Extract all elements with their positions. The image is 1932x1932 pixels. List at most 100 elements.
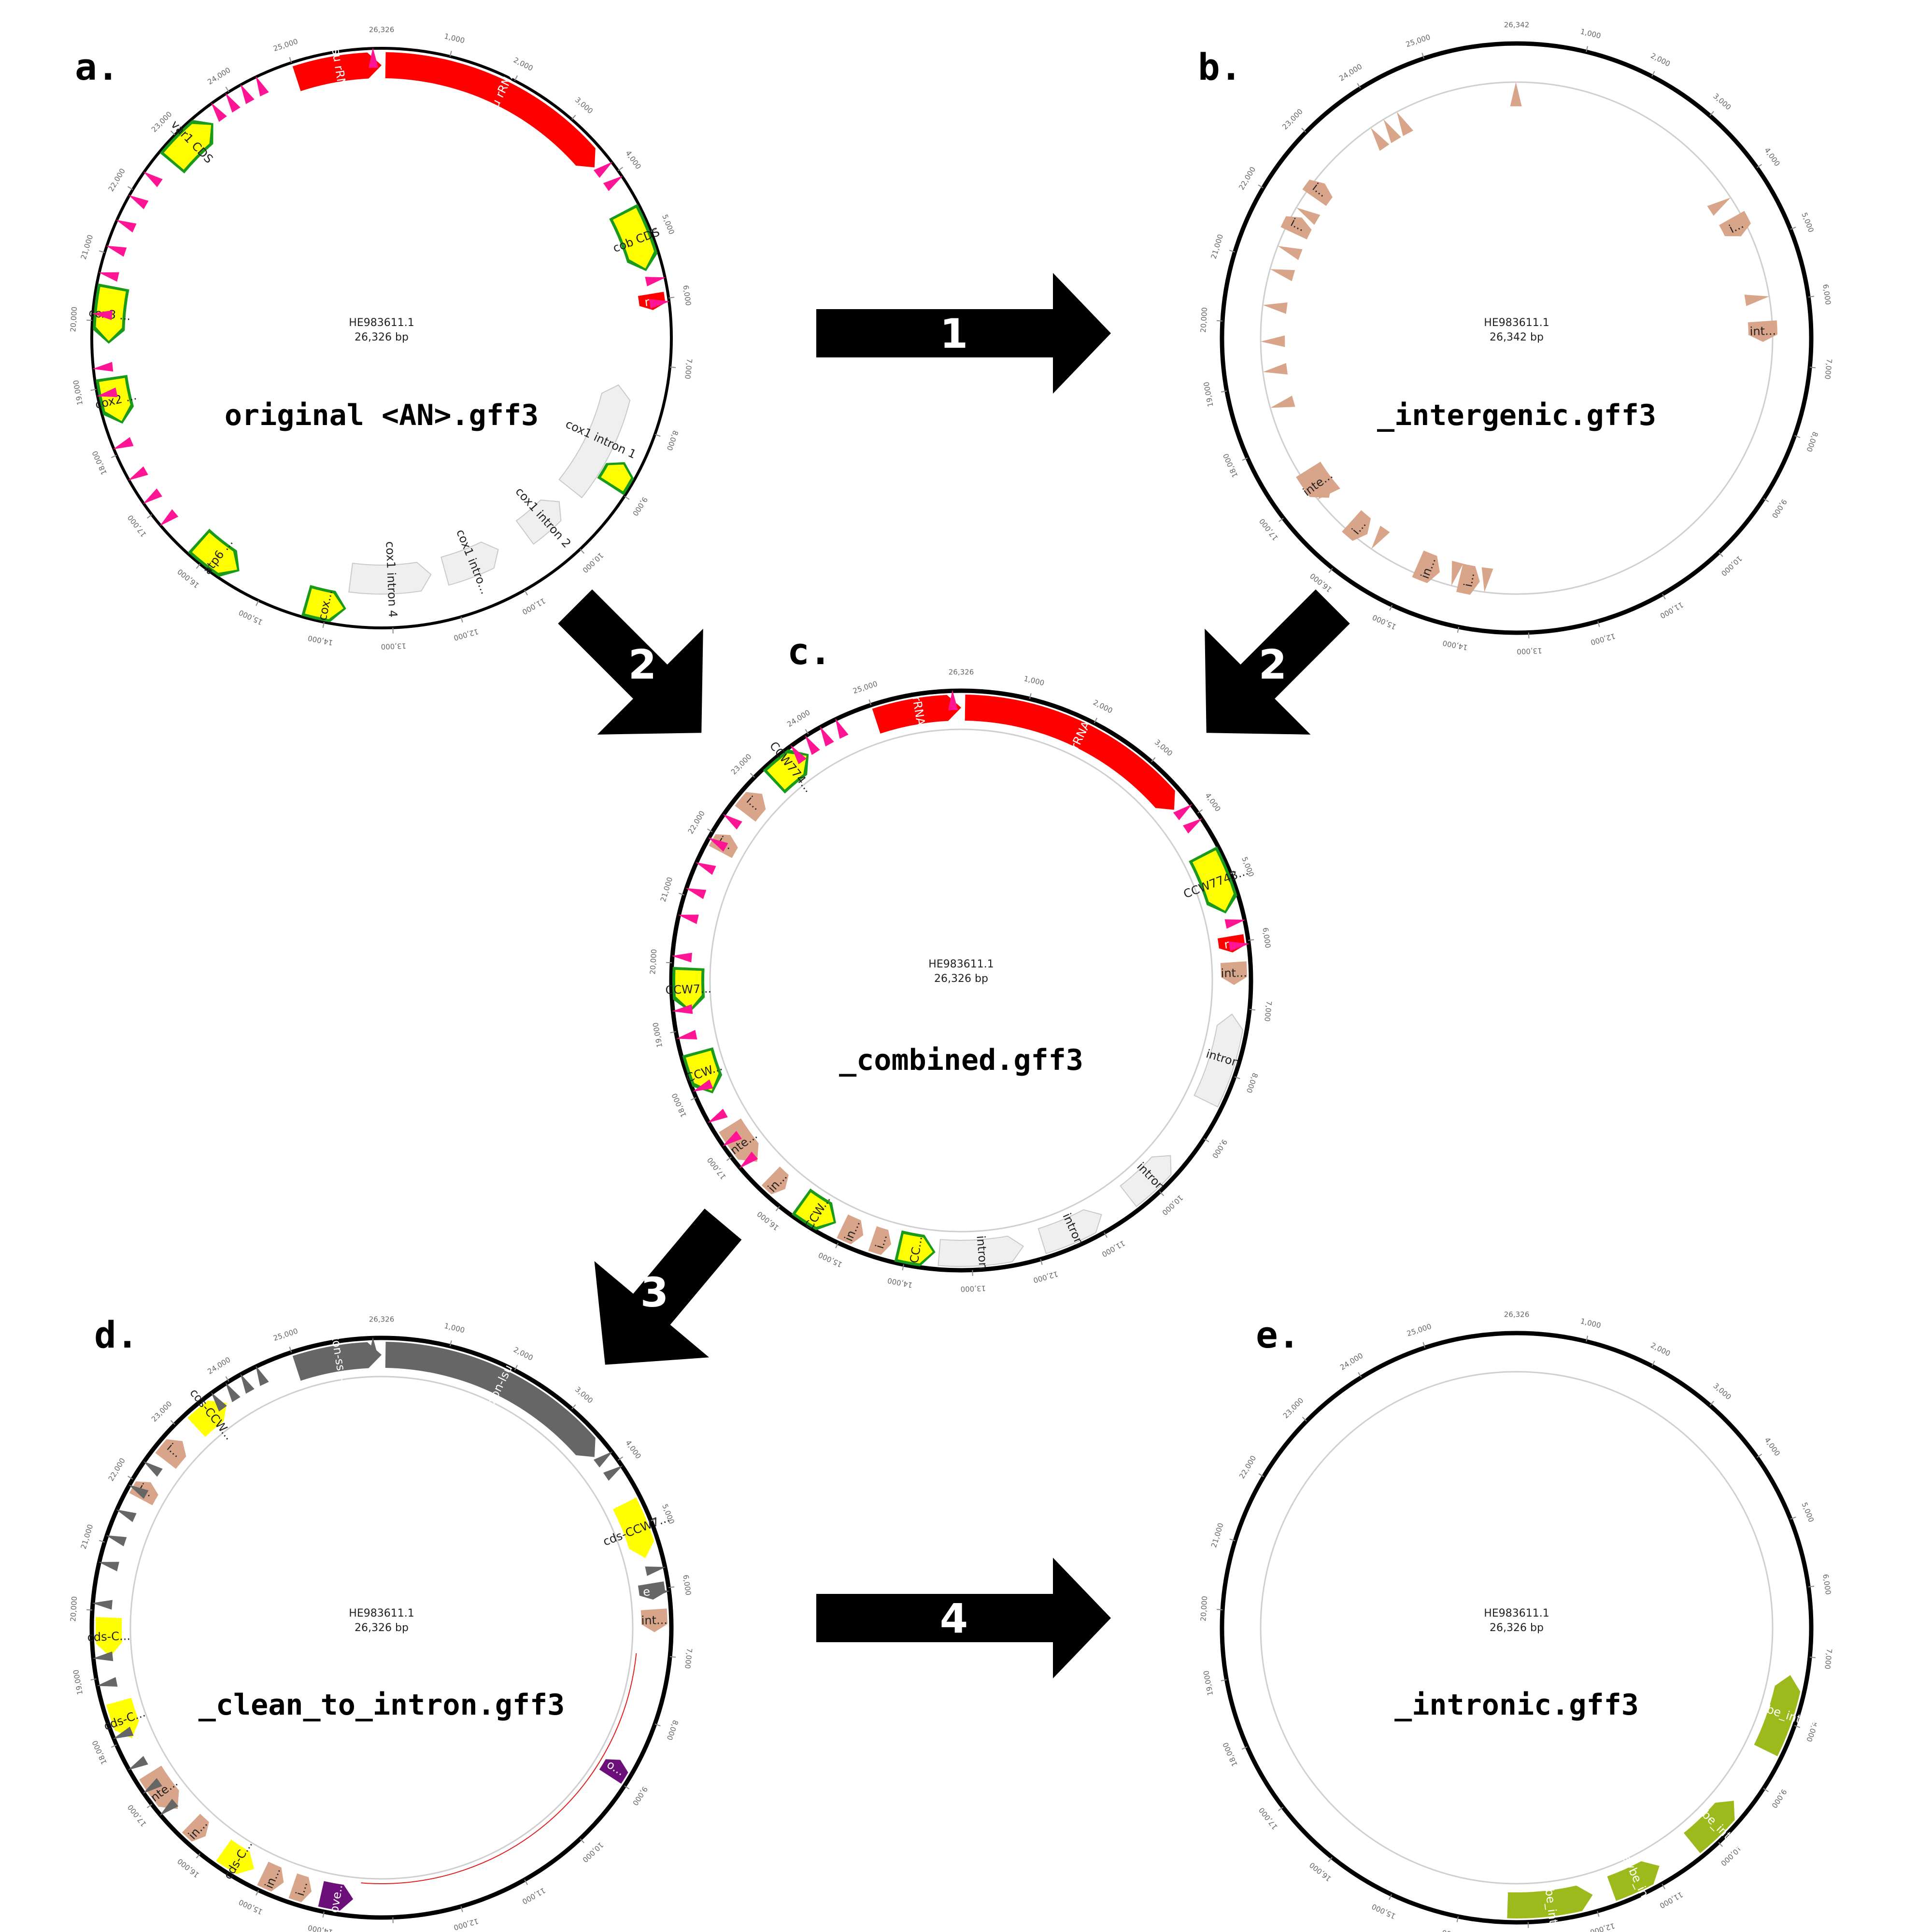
tick-label: 11,000 [521, 1886, 547, 1906]
tick-label: 2,000 [1649, 51, 1672, 69]
tick-label: 14,000 [307, 634, 334, 647]
trna-marker [92, 1600, 113, 1610]
feature-arrow [192, 532, 237, 573]
tick-mark [669, 366, 676, 369]
tick-mark [580, 549, 585, 554]
feature-rRNA: rRNA [965, 695, 1175, 810]
tick-label: 1,000 [1579, 1317, 1602, 1330]
tick-label: 10,000 [1719, 554, 1744, 578]
trna-marker [649, 299, 670, 309]
feature-arrow [938, 1236, 1024, 1267]
feature-arrow [292, 52, 382, 91]
tick-mark [1662, 1884, 1665, 1889]
tick-label: 22,000 [107, 1456, 127, 1482]
tick-label: 13,000 [960, 1284, 986, 1293]
tick-mark [1221, 390, 1227, 393]
trna-marker [225, 1382, 241, 1403]
panel-letter-e: e. [1256, 1313, 1300, 1356]
trna-marker [92, 362, 114, 372]
trna-marker [159, 509, 179, 526]
tick-mark [1159, 1191, 1165, 1196]
inner-track-ring [709, 728, 1213, 1233]
trna-marker [211, 102, 227, 122]
step-number-2a: 2 [628, 641, 656, 688]
length-c: 26,326 bp [934, 973, 988, 985]
trna-marker [143, 171, 163, 187]
tick-label: 14,000 [307, 1923, 334, 1932]
tick-label: 24,000 [1338, 1351, 1364, 1372]
feature-arrow [288, 1873, 312, 1903]
tick-label: 4,000 [1762, 146, 1782, 168]
trna-marker [645, 277, 666, 286]
trna-marker [116, 220, 137, 233]
trna-marker [106, 245, 127, 257]
intergenic-marker [1270, 269, 1295, 282]
tick-mark [1456, 1916, 1459, 1922]
tick-label: 21,000 [79, 1523, 95, 1550]
feature-arrow [106, 1698, 139, 1738]
trna-marker [722, 1131, 742, 1147]
tick-mark [1229, 250, 1235, 253]
backbone-ring [1220, 1331, 1814, 1925]
filename-b: _intergenic.gff3 [1377, 398, 1656, 432]
tick-mark [449, 1340, 452, 1347]
tick-mark [1241, 1746, 1248, 1750]
tick-label-end: 26,342 [1504, 21, 1530, 29]
tick-label: 15,000 [817, 1250, 843, 1269]
trna-marker [106, 1535, 127, 1547]
feature-arrow [96, 1617, 122, 1657]
tick-mark [1421, 53, 1425, 59]
inner-track-ring [1260, 81, 1774, 595]
step-arrow-3: 3 [594, 1208, 742, 1365]
feature-arrow [685, 1051, 719, 1091]
tick-label: 22,000 [1237, 1454, 1258, 1480]
tick-mark [147, 514, 152, 519]
trna-marker [593, 161, 613, 178]
step-number-2b: 2 [1259, 641, 1287, 688]
tick-mark [1258, 1473, 1264, 1477]
tick-label: 8,000 [1245, 1072, 1260, 1094]
feature-arrow [348, 562, 432, 595]
tick-label: 4,000 [1203, 791, 1222, 813]
feature-arrow [1193, 1013, 1244, 1108]
feature-label: intron [974, 1235, 990, 1270]
tick-label: 12,000 [453, 1917, 479, 1932]
feature-label: cox1 intron 4 [383, 541, 399, 618]
feature-arrow [612, 1497, 654, 1558]
feature-arrow [1456, 563, 1480, 595]
tick-mark [670, 1031, 676, 1034]
tick-mark [654, 1723, 661, 1727]
tick-mark [1258, 184, 1264, 188]
trna-marker [676, 1030, 697, 1039]
trna-marker [685, 888, 707, 899]
trna-marker [113, 437, 134, 450]
trna-marker [820, 726, 834, 747]
feature-arrow [872, 695, 961, 734]
intergenic-marker [1370, 128, 1390, 151]
tick-label: 7,000 [683, 1648, 694, 1669]
intergenic-marker [1481, 567, 1493, 592]
tick-label: 16,000 [1308, 1861, 1333, 1883]
tick-label: 9,000 [1210, 1138, 1229, 1160]
tick-mark [868, 699, 872, 706]
feature-arrow [1302, 179, 1333, 206]
tick-mark [256, 1889, 259, 1896]
feature-arrow [257, 1861, 284, 1892]
tick-label: 21,000 [79, 234, 95, 260]
tick-label: 12,000 [1589, 1921, 1616, 1932]
feature-arrow [1220, 961, 1247, 985]
feature-arrow [515, 499, 562, 545]
tick-label: 21,000 [1209, 1522, 1225, 1548]
feature-label: CCW7... [665, 982, 711, 997]
feature-arrow [965, 695, 1175, 810]
tick-label: 24,000 [206, 1355, 232, 1376]
tick-mark [902, 1264, 904, 1271]
tick-label: 13,000 [381, 1931, 406, 1932]
intergenic-marker [1263, 363, 1288, 375]
tick-label: 3,000 [573, 1385, 595, 1405]
feature-arrow [599, 1759, 628, 1784]
feature-intergenic: int... [1747, 320, 1777, 342]
feature-arrow [1412, 550, 1440, 583]
step-number-4: 4 [940, 1595, 968, 1642]
tick-label: 18,000 [1222, 452, 1240, 479]
